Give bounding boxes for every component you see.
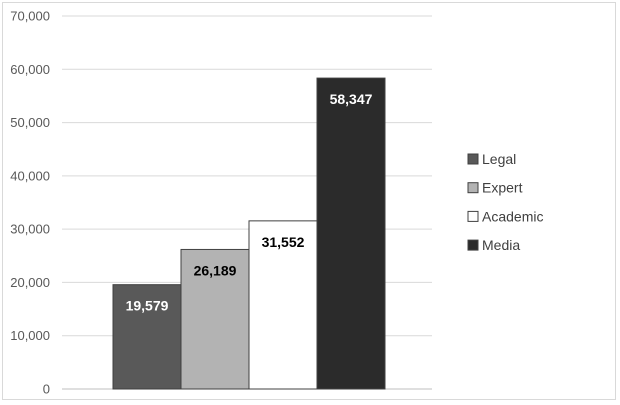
legend-swatch bbox=[467, 182, 479, 194]
legend-swatch bbox=[467, 239, 479, 251]
y-tick-label: 20,000 bbox=[10, 275, 50, 290]
legend-item-label: Academic bbox=[482, 208, 543, 224]
y-tick-label: 70,000 bbox=[10, 9, 50, 24]
legend-item-label: Legal bbox=[482, 151, 516, 167]
bar-media bbox=[316, 77, 386, 390]
y-tick-label: 0 bbox=[43, 382, 50, 397]
legend-item-label: Media bbox=[482, 237, 520, 253]
data-label: 19,579 bbox=[126, 298, 169, 314]
y-tick-label: 40,000 bbox=[10, 168, 50, 183]
data-label: 58,347 bbox=[330, 91, 373, 107]
data-label: 26,189 bbox=[194, 262, 237, 278]
bar-expert bbox=[180, 248, 250, 390]
y-tick-label: 50,000 bbox=[10, 115, 50, 130]
data-label: 31,552 bbox=[262, 234, 305, 250]
legend-swatch bbox=[467, 153, 479, 165]
y-tick-label: 30,000 bbox=[10, 222, 50, 237]
y-tick-label: 10,000 bbox=[10, 328, 50, 343]
legend-swatch bbox=[467, 210, 479, 222]
y-tick-label: 60,000 bbox=[10, 62, 50, 77]
bar-legal bbox=[112, 284, 182, 390]
legend-item-label: Expert bbox=[482, 180, 523, 196]
